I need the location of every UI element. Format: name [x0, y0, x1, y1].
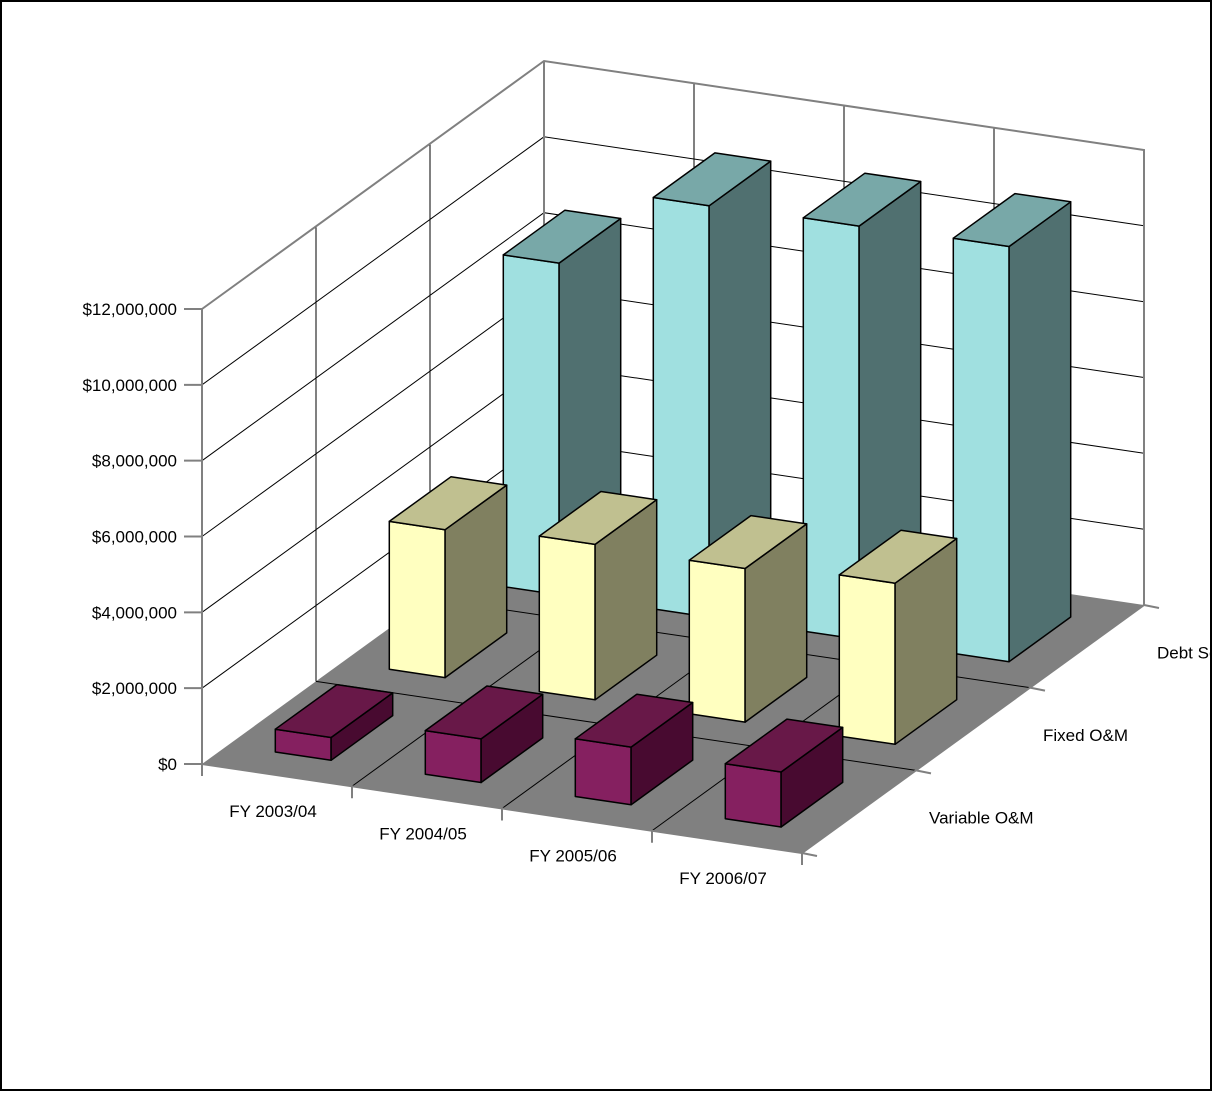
bar-side-face [1008, 201, 1072, 663]
bar-debt-service-4 [952, 192, 1072, 663]
bar-fixed-o-m-2 [538, 490, 658, 701]
value-axis-label: $0 [158, 755, 177, 774]
series-axis-label: Fixed O&M [1043, 726, 1128, 745]
bar-front-face [952, 237, 1010, 663]
category-axis-label: FY 2003/04 [229, 802, 317, 821]
value-axis-label: $8,000,000 [92, 452, 177, 471]
chart-bars [274, 152, 1072, 828]
value-axis-label: $6,000,000 [92, 528, 177, 547]
bar-top-face [574, 693, 694, 748]
bar-top-face [724, 718, 844, 773]
bar-top-face [424, 685, 544, 740]
series-axis-line [801, 604, 1145, 854]
series-axis-label: Debt Service [1157, 643, 1212, 662]
series-axis-tick [801, 852, 818, 857]
series-axis-tick [915, 769, 932, 775]
bar-variable-o-m-2 [424, 685, 544, 784]
bar-front-face [838, 574, 896, 746]
series-axis-label: Variable O&M [929, 809, 1034, 828]
bar-front-face [388, 520, 446, 679]
value-axis-label: $10,000,000 [82, 376, 177, 395]
bar-fixed-o-m-4 [838, 529, 958, 746]
bar-top-face [274, 683, 394, 739]
bar-top-face [652, 152, 772, 207]
value-axis-label: $2,000,000 [92, 679, 177, 698]
bar-variable-o-m-4 [724, 718, 844, 828]
bar-variable-o-m-1 [274, 683, 394, 762]
category-axis-label: FY 2006/07 [679, 869, 767, 888]
bar-top-face [538, 490, 658, 546]
value-axis-label: $12,000,000 [82, 300, 177, 319]
bar-fixed-o-m-3 [688, 514, 808, 723]
series-axis-tick [1029, 686, 1046, 692]
bar-variable-o-m-3 [574, 693, 694, 806]
bar-top-face [802, 172, 922, 227]
bar-front-face [538, 535, 596, 701]
bar-front-face [574, 738, 632, 806]
series-axis-tick [1143, 604, 1160, 609]
chart-labels: $0 $2,000,000 $4,000,000 $6,000,000 $8,000,0… [82, 300, 1212, 888]
category-axis-label: FY 2004/05 [379, 824, 467, 843]
wall-frame [201, 59, 1145, 605]
bar-front-face [724, 762, 782, 828]
bar-top-face [952, 192, 1072, 248]
bar-top-face [388, 476, 508, 531]
value-axis-label: $4,000,000 [92, 603, 177, 622]
bar-front-face [688, 559, 746, 723]
category-axis-label: FY 2005/06 [529, 847, 617, 866]
bar-debt-service-2 [652, 152, 772, 618]
bar-top-face [502, 209, 622, 264]
bar-top-face [838, 529, 958, 584]
bar-fixed-o-m-1 [388, 476, 508, 679]
bar-top-face [688, 514, 808, 570]
